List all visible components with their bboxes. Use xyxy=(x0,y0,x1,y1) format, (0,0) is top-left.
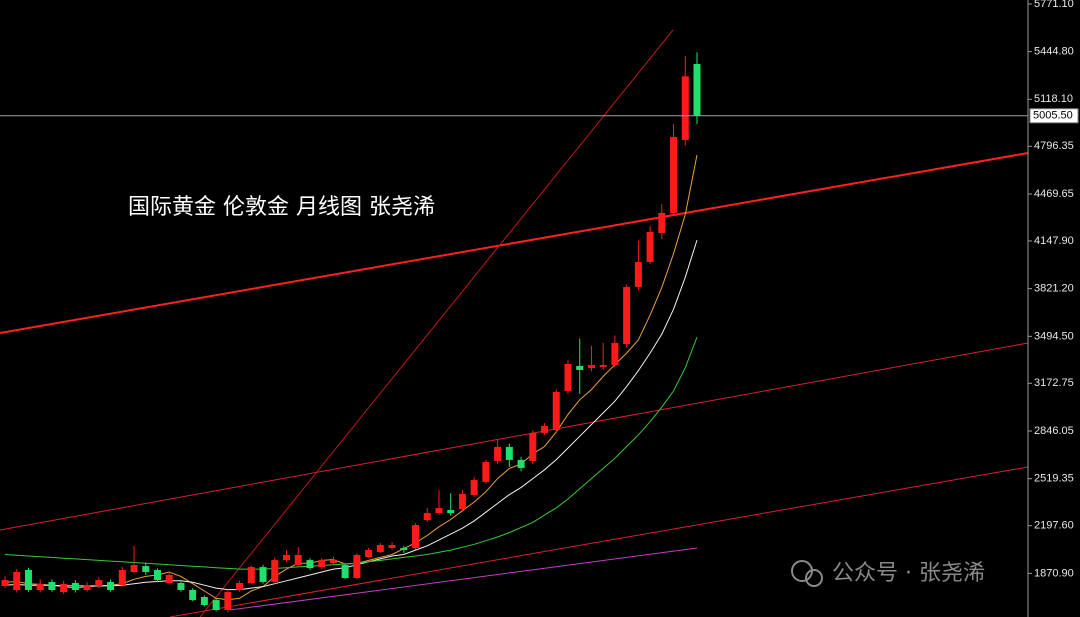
candle-body xyxy=(153,569,161,581)
candle-body xyxy=(611,342,619,366)
y-tick-label: 4796.35 xyxy=(1034,140,1074,152)
candle-body xyxy=(458,493,466,509)
y-tick-label: 2197.60 xyxy=(1034,520,1074,532)
candle-body xyxy=(658,212,666,234)
last-price-label: 5005.50 xyxy=(1033,110,1073,122)
candle-body xyxy=(24,569,32,590)
candle-body xyxy=(130,565,138,573)
candle-body xyxy=(376,545,384,553)
candle-body xyxy=(71,582,79,590)
candle-body xyxy=(83,585,91,590)
candle-body xyxy=(505,446,513,460)
watermark-icon xyxy=(805,569,823,587)
chart-title: 国际黄金 伦敦金 月线图 张尧浠 xyxy=(128,195,435,220)
candle-body xyxy=(48,581,56,590)
candle-body xyxy=(494,446,502,461)
candle-body xyxy=(470,480,478,495)
y-tick-label: 4469.65 xyxy=(1034,188,1074,200)
y-tick-label: 3494.50 xyxy=(1034,330,1074,342)
candle-body xyxy=(646,232,654,262)
candle-body xyxy=(576,365,584,370)
candle-body xyxy=(693,64,701,116)
candle-body xyxy=(388,545,396,548)
candle-body xyxy=(200,597,208,606)
y-tick-label: 3821.20 xyxy=(1034,283,1074,295)
watermark: 公众号 · 张尧浠 xyxy=(791,560,985,587)
candle-body xyxy=(282,554,290,561)
candle-body xyxy=(365,549,373,558)
candle-body xyxy=(681,76,689,140)
trend-line xyxy=(0,342,1029,531)
y-tick-label: 2846.05 xyxy=(1034,425,1074,437)
candle-body xyxy=(400,547,408,550)
candle-body xyxy=(36,584,44,590)
candle-body xyxy=(271,560,279,582)
candle-body xyxy=(95,580,103,587)
candle-body xyxy=(599,365,607,367)
candle-body xyxy=(13,572,21,590)
candle-body xyxy=(1,580,9,587)
candle-body xyxy=(212,600,220,610)
candle-body xyxy=(541,425,549,433)
candle-body xyxy=(482,461,490,482)
candle-body xyxy=(435,508,443,514)
ma-line xyxy=(4,336,698,570)
candle-body xyxy=(142,566,150,573)
candle-body xyxy=(294,554,302,566)
candle-body xyxy=(447,509,455,514)
y-tick-label: 3172.75 xyxy=(1034,377,1074,389)
candle-body xyxy=(236,582,244,590)
candle-body xyxy=(247,567,255,583)
trend-line xyxy=(169,466,1029,617)
candle-body xyxy=(423,513,431,521)
candle-body xyxy=(177,582,185,590)
trend-line xyxy=(199,29,674,617)
candle-body xyxy=(60,584,68,593)
candle-body xyxy=(587,365,595,368)
candle-body xyxy=(353,554,361,579)
candle-body xyxy=(552,392,560,430)
candle-body xyxy=(259,567,267,582)
trend-line xyxy=(229,547,698,611)
candle-body xyxy=(329,560,337,564)
y-tick-label: 5771.10 xyxy=(1034,0,1074,10)
candle-body xyxy=(670,137,678,213)
candle-body xyxy=(412,525,420,548)
candle-body xyxy=(564,364,572,392)
y-tick-label: 1870.90 xyxy=(1034,567,1074,579)
candle-body xyxy=(306,560,314,569)
candle-body xyxy=(224,592,232,610)
candle-body xyxy=(189,589,197,601)
plot-area xyxy=(0,29,1029,617)
candle-body xyxy=(318,560,326,568)
watermark-text: 公众号 · 张尧浠 xyxy=(832,561,985,586)
candle-body xyxy=(623,286,631,345)
y-tick-label: 5118.10 xyxy=(1034,93,1073,105)
y-tick-label: 2519.35 xyxy=(1034,473,1074,485)
candle-body xyxy=(517,459,525,468)
trend-line xyxy=(0,152,1029,334)
last-price-box xyxy=(1029,108,1079,124)
y-tick-label: 5444.80 xyxy=(1034,46,1074,58)
candle-body xyxy=(634,261,642,287)
candle-body xyxy=(341,565,349,579)
candle-body xyxy=(107,581,115,590)
ma-line xyxy=(4,239,698,591)
candle-body xyxy=(529,432,537,461)
candle-body xyxy=(118,569,126,586)
y-tick-label: 4147.90 xyxy=(1034,235,1074,247)
candle-body xyxy=(165,574,173,583)
